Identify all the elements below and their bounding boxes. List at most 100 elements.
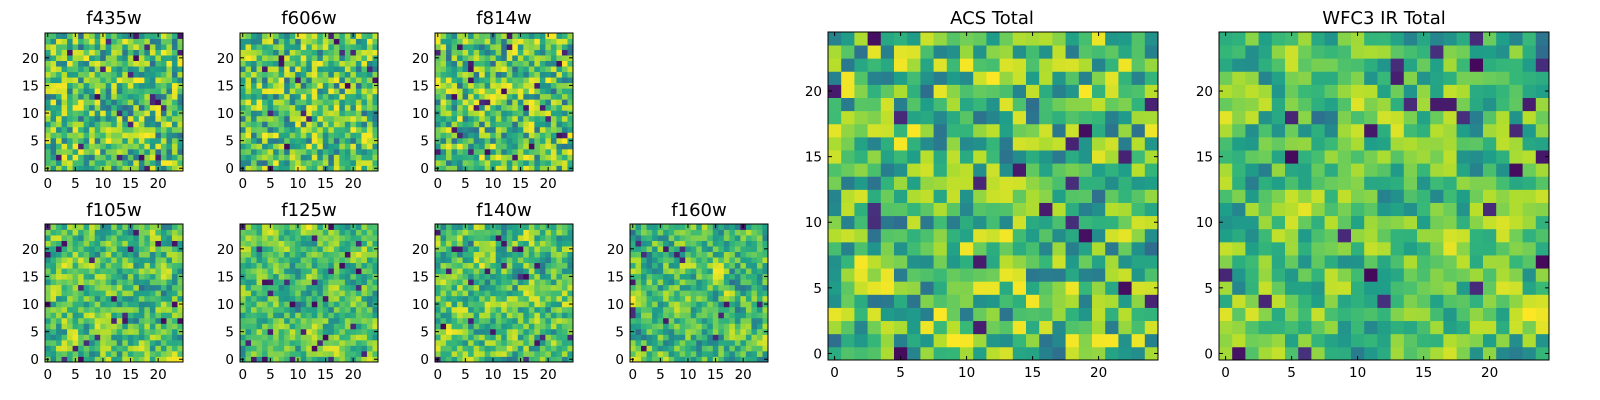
heatmap-cell (534, 82, 541, 89)
heatmap-cell (127, 137, 134, 144)
heatmap-cell (1012, 202, 1027, 217)
heatmap-cell (350, 99, 357, 106)
heatmap-cell (517, 88, 524, 95)
heatmap-cell (366, 273, 373, 280)
heatmap-cell (986, 202, 1000, 217)
heatmap-cell (528, 306, 535, 313)
heatmap-cell (278, 33, 285, 39)
heatmap-cell (72, 115, 79, 122)
heatmap-cell (78, 312, 85, 319)
heatmap-cell (690, 290, 697, 297)
heatmap-cell (105, 44, 112, 50)
heatmap-cell (289, 262, 296, 269)
heatmap-cell (251, 33, 257, 39)
heatmap-cell (67, 235, 73, 241)
heatmap-cell (78, 66, 85, 73)
heatmap-cell (745, 323, 752, 330)
heatmap-cell (718, 356, 725, 363)
heatmap-cell (155, 82, 162, 89)
heatmap-cell (1105, 320, 1119, 335)
heatmap-cell (561, 317, 568, 324)
heatmap-cell (462, 262, 469, 269)
heatmap-cell (539, 235, 546, 241)
heatmap-cell (333, 301, 340, 308)
heatmap-cell (149, 165, 156, 172)
heatmap-cell (61, 339, 68, 346)
heatmap-cell (160, 93, 167, 100)
heatmap-cell (646, 356, 653, 363)
heatmap-cell (1118, 255, 1132, 269)
heatmap-cell (89, 121, 96, 128)
heatmap-cell (111, 334, 118, 341)
heatmap-cell (556, 262, 563, 269)
heatmap-cell (160, 121, 167, 128)
heatmap-cell (322, 328, 329, 335)
heatmap-cell (122, 345, 129, 352)
heatmap-cell (278, 121, 285, 128)
heatmap-cell (333, 121, 340, 128)
heatmap-cell (1012, 255, 1027, 269)
heatmap-cell (372, 284, 379, 291)
heatmap-cell (567, 38, 574, 45)
heatmap-cell (295, 49, 302, 56)
heatmap-cell (105, 82, 112, 89)
heatmap-cell (355, 33, 362, 39)
heatmap-cell (473, 273, 480, 280)
heatmap-cell (127, 240, 134, 247)
heatmap-cell (545, 229, 552, 236)
heatmap-cell (56, 49, 62, 56)
heatmap-cell (894, 346, 908, 361)
heatmap-cell (344, 137, 351, 144)
heatmap-cell (528, 55, 535, 61)
heatmap-cell (657, 240, 664, 247)
heatmap-cell (300, 55, 307, 61)
heatmap-cell (712, 235, 719, 241)
heatmap-cell (72, 240, 79, 247)
heatmap-cell (512, 246, 519, 252)
heatmap-cell (322, 71, 329, 78)
heatmap-cell (550, 312, 557, 319)
heatmap-cell (479, 334, 486, 341)
heatmap-cell (144, 306, 151, 313)
heatmap-cell (133, 38, 140, 45)
heatmap-cell (94, 229, 101, 236)
heatmap-cell (240, 148, 246, 155)
heatmap-cell (545, 88, 552, 95)
heatmap-cell (61, 229, 68, 236)
heatmap-cell (534, 66, 541, 73)
heatmap-cell (317, 323, 324, 330)
heatmap-cell (501, 251, 508, 258)
heatmap-cell (328, 251, 335, 258)
heatmap-cell (328, 334, 335, 341)
heatmap-cell (501, 356, 508, 363)
heatmap-cell (506, 104, 513, 111)
heatmap-cell (94, 268, 101, 275)
heatmap-cell (534, 60, 541, 67)
heatmap-cell (1012, 346, 1027, 361)
heatmap-cell (160, 240, 167, 247)
heatmap-cell (306, 132, 313, 139)
heatmap-cell (111, 301, 118, 308)
heatmap-cell (550, 306, 557, 313)
heatmap-cell (67, 257, 73, 264)
heatmap-cell (484, 301, 491, 308)
heatmap-cell (462, 104, 469, 111)
heatmap-cell (133, 323, 140, 330)
heatmap-cell (1144, 189, 1159, 203)
heatmap-cell (344, 143, 351, 150)
heatmap-cell (138, 165, 145, 172)
heatmap-cell (762, 334, 769, 341)
heatmap-cell (1012, 320, 1027, 335)
heatmap-cell (50, 115, 57, 122)
heatmap-cell (506, 93, 513, 100)
heatmap-cell (138, 350, 145, 357)
heatmap-cell (339, 99, 346, 106)
heatmap-cell (641, 268, 647, 275)
heatmap-cell (133, 229, 140, 236)
heatmap-cell (920, 268, 934, 282)
heatmap-cell (240, 99, 246, 106)
heatmap-cell (105, 224, 112, 230)
heatmap-cell (1144, 320, 1159, 335)
heatmap-cell (361, 165, 368, 172)
heatmap-cell (479, 328, 486, 335)
